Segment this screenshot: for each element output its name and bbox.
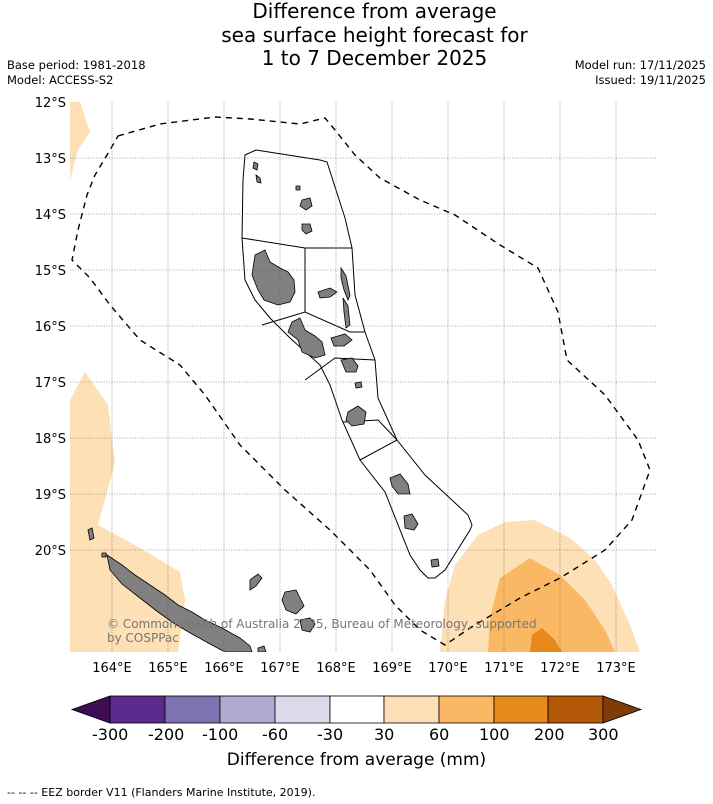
lat-label: 20°S <box>35 544 66 559</box>
map-area <box>70 102 651 652</box>
colorbar-tick: 60 <box>429 725 450 744</box>
lat-label: 13°S <box>35 152 66 167</box>
anomaly-30-60-northwest <box>70 102 90 180</box>
longitude-labels: 164°E 165°E 166°E 167°E 168°E 169°E 170°… <box>92 661 636 676</box>
colorbar-tick: 100 <box>479 725 510 744</box>
latitude-labels: 12°S 13°S 14°S 15°S 16°S 17°S 18°S 19°S … <box>35 96 66 559</box>
island-vanua-lava <box>301 223 313 235</box>
issued-date: Issued: 19/11/2025 <box>595 73 706 87</box>
anomaly-30-60-west <box>70 372 185 652</box>
province-borders <box>241 149 473 579</box>
eez-legend: -- -- -- EEZ border V11 (Flanders Marine… <box>7 786 316 799</box>
colorbar-swatch <box>164 695 221 724</box>
lat-label: 14°S <box>35 208 66 223</box>
island-epi <box>340 357 359 373</box>
colorbar-swatch <box>383 695 440 724</box>
island-torres <box>252 161 259 171</box>
colorbar <box>70 695 643 724</box>
island-isle-of-pines <box>257 645 267 652</box>
model-name: Model: ACCESS-S2 <box>7 73 114 87</box>
island-pentecost <box>342 297 351 329</box>
island-small-sw <box>101 552 107 558</box>
lat-label: 19°S <box>35 488 66 503</box>
meta-right: Model run: 17/11/2025 Issued: 19/11/2025 <box>575 58 706 88</box>
island-mare <box>299 617 316 633</box>
base-period: Base period: 1981-2018 <box>7 58 146 72</box>
island-tanna <box>403 513 419 531</box>
lon-label: 172°E <box>540 661 580 676</box>
colorbar-tick: 30 <box>374 725 395 744</box>
map-title: Difference from average sea surface heig… <box>0 0 713 71</box>
model-run: Model run: 17/11/2025 <box>574 58 706 72</box>
island-belep <box>87 527 95 541</box>
colorbar-tick: 200 <box>534 725 565 744</box>
island-efate <box>345 405 367 427</box>
lon-label: 169°E <box>372 661 412 676</box>
island-lifou <box>281 589 305 615</box>
island-aneityum <box>430 558 440 568</box>
title-line-1: Difference from average <box>252 0 497 23</box>
lon-label: 167°E <box>260 661 300 676</box>
colorbar-tick: 300 <box>588 725 619 744</box>
lon-label: 165°E <box>148 661 188 676</box>
lon-label: 171°E <box>484 661 524 676</box>
island-erromango <box>389 473 411 495</box>
title-line-2: sea surface height forecast for <box>221 22 528 47</box>
colorbar-title: Difference from average (mm) <box>226 750 487 770</box>
island-ouvea <box>249 573 263 591</box>
island-new-caledonia <box>106 554 253 652</box>
colorbar-tick: -200 <box>148 725 185 744</box>
colorbar-tick: -30 <box>317 725 344 744</box>
colorbar-swatch <box>438 695 495 724</box>
colorbar-extend-low <box>70 695 111 724</box>
island-shepherd <box>354 381 363 389</box>
anomaly-100-200-southeast <box>530 628 562 652</box>
islands <box>87 161 440 652</box>
colorbar-swatch <box>329 695 385 724</box>
lat-label: 15°S <box>35 264 66 279</box>
island-gaua <box>299 197 313 211</box>
colorbar-tick: -300 <box>92 725 129 744</box>
colorbar-swatch <box>109 695 166 724</box>
colorbar-tick: -100 <box>202 725 239 744</box>
anomaly-60-100-southeast <box>488 558 615 652</box>
island-espiritu-santo <box>251 249 296 306</box>
island-small-banks <box>295 185 301 191</box>
colorbar-swatch <box>493 695 549 724</box>
lon-label: 168°E <box>316 661 356 676</box>
island-malekula <box>287 317 326 359</box>
island-ambrym <box>330 333 353 347</box>
colorbar-tick: -60 <box>262 725 289 744</box>
lon-label: 173°E <box>596 661 636 676</box>
eez-border <box>71 116 651 646</box>
meta-left: Base period: 1981-2018 Model: ACCESS-S2 <box>7 58 146 88</box>
colorbar-extend-high <box>602 695 643 724</box>
lat-label: 17°S <box>35 376 66 391</box>
lon-label: 170°E <box>428 661 468 676</box>
lat-label: 16°S <box>35 320 66 335</box>
copyright-notice: © Commonwealth of Australia 2025, Bureau… <box>107 617 537 645</box>
title-line-3: 1 to 7 December 2025 <box>261 46 488 70</box>
lon-label: 164°E <box>92 661 132 676</box>
island-maewo <box>340 266 351 302</box>
lon-label: 166°E <box>204 661 244 676</box>
lat-label: 12°S <box>35 96 66 111</box>
colorbar-swatch <box>547 695 604 724</box>
island-ambae <box>317 287 338 299</box>
island-small-north <box>255 174 262 184</box>
lat-label: 18°S <box>35 432 66 447</box>
gridlines <box>70 102 656 652</box>
colorbar-swatch <box>219 695 276 724</box>
colorbar-swatch <box>274 695 331 724</box>
